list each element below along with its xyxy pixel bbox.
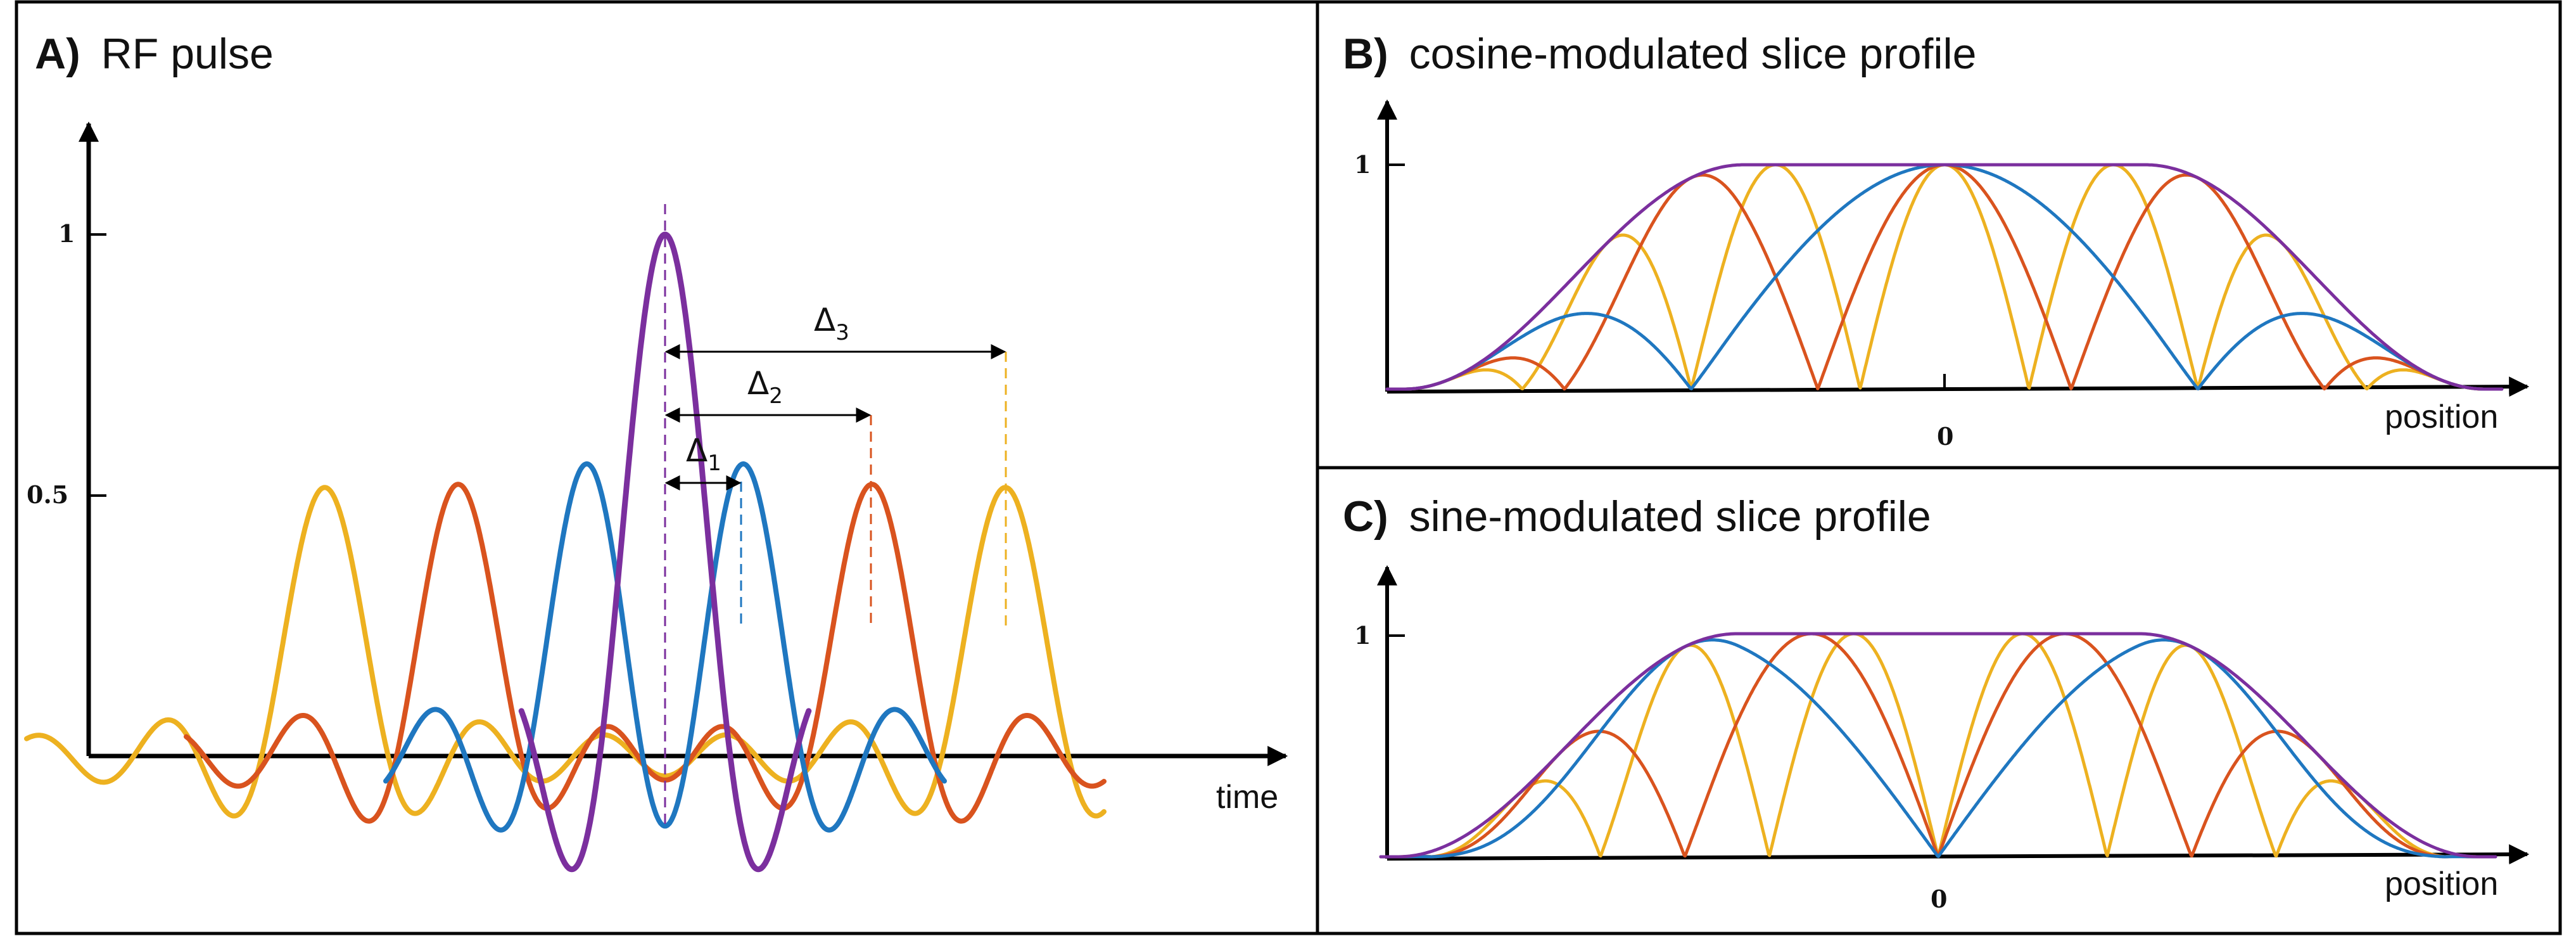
panel-c-x-axis: [1386, 844, 2530, 865]
delta2-subscript: 2: [769, 383, 783, 409]
panel-a-delta-arrows: [664, 344, 1006, 490]
panel-c-title: C) sine-modulated slice profile: [1343, 492, 1931, 541]
panel-a-x-label: time: [1216, 779, 1278, 816]
yellow-profile-curve: [1379, 632, 2497, 859]
panel-b-title-text: cosine-modulated slice profile: [1409, 30, 1977, 78]
panel-a-curves: [24, 231, 1107, 873]
delta3-subscript: 3: [835, 320, 849, 345]
orange-profile-curve: [1385, 163, 2504, 391]
panel-b-x-axis: [1386, 376, 2530, 397]
panel-a-title-text: RF pulse: [101, 30, 274, 78]
panel-b-y-tick-1: 1: [1354, 150, 1371, 179]
panel-c-y-tick-1: 1: [1354, 621, 1371, 650]
panel-b-x-tick-0: 0: [1937, 422, 1953, 451]
panel-c: C) sine-modulated slice profile 1 0 posi…: [1343, 492, 2530, 913]
panel-a-y-tick-1: 1: [58, 219, 75, 248]
delta3-symbol: Δ: [814, 302, 835, 338]
delta2-symbol: Δ: [747, 365, 769, 402]
delta2-label: Δ2: [747, 365, 783, 409]
panel-b-title: B) cosine-modulated slice profile: [1343, 30, 1976, 78]
blue-profile-curve: [1385, 163, 2504, 391]
panel-c-curves: [1379, 632, 2497, 859]
purple-envelope-curve: [1385, 163, 2504, 391]
orange-profile-curve: [1379, 632, 2497, 859]
panel-b-letter: B): [1343, 30, 1388, 78]
frame: [15, 0, 2562, 935]
delta1-subscript: 1: [707, 451, 721, 476]
panel-a-letter: A): [35, 30, 80, 78]
panel-a: A) RF pulse 1 0.5 time Δ3 Δ2 Δ1: [24, 30, 1288, 873]
delta3-label: Δ3: [814, 302, 849, 345]
purple-envelope-curve: [1379, 632, 2497, 859]
panel-a-y-tick-half: 0.5: [27, 480, 68, 509]
panel-c-x-label: position: [2385, 866, 2498, 902]
panel-c-title-text: sine-modulated slice profile: [1409, 492, 1931, 541]
blue-profile-curve: [1379, 638, 2497, 859]
delta1-label: Δ1: [686, 432, 721, 476]
panel-b: B) cosine-modulated slice profile 1 0 po…: [1343, 30, 2530, 451]
yellow-profile-curve: [1385, 163, 2504, 391]
panel-b-x-label: position: [2385, 399, 2498, 435]
panel-a-title: A) RF pulse: [35, 30, 274, 78]
purple-pulse-curve: [518, 231, 812, 873]
delta1-symbol: Δ: [686, 432, 707, 469]
panel-a-dashed-markers: [664, 204, 1007, 830]
blue-pulse-curve: [383, 461, 947, 833]
panel-b-curves: [1385, 163, 2504, 391]
yellow-pulse-curve: [24, 485, 1107, 819]
panel-c-x-tick-0: 0: [1931, 885, 1947, 913]
panel-c-letter: C): [1343, 492, 1388, 541]
